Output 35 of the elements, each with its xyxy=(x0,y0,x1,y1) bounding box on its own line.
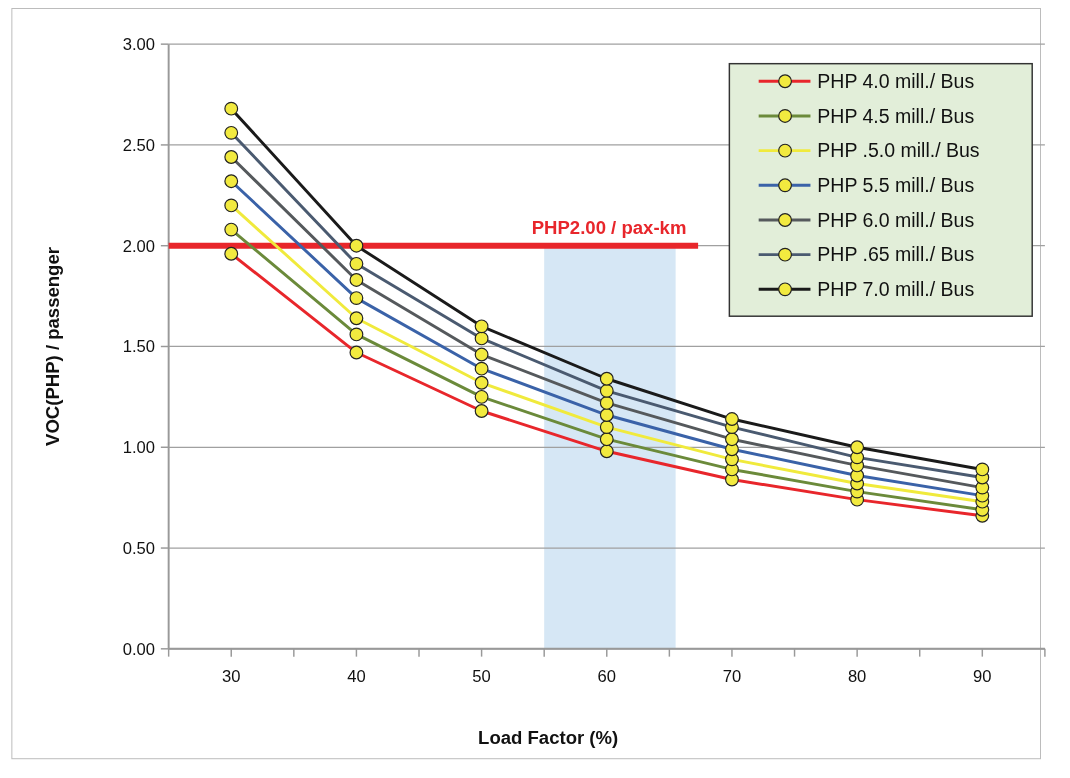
point xyxy=(850,440,865,455)
y-tick-label: 1.00 xyxy=(122,438,155,458)
point xyxy=(224,198,239,213)
y-tick-label: 3.00 xyxy=(122,34,155,54)
point xyxy=(349,238,364,253)
legend-label: PHP 4.0 mill./ Bus xyxy=(817,70,975,93)
x-tick-label: 90 xyxy=(973,667,992,687)
point xyxy=(224,101,239,116)
y-tick-label: 0.00 xyxy=(122,639,155,659)
x-tick-label: 80 xyxy=(847,667,867,687)
y-tick-label: 1.50 xyxy=(122,337,155,357)
legend-label: PHP 4.5 mill./ Bus xyxy=(817,104,975,127)
x-tick-label: 30 xyxy=(222,667,241,687)
legend-label: PHP 6.0 mill./ Bus xyxy=(817,208,975,231)
y-axis-title: VOC(PHP) / passenger xyxy=(42,247,64,446)
point xyxy=(725,412,739,426)
point xyxy=(975,462,990,477)
legend-label: PHP .65 mill./ Bus xyxy=(817,243,975,266)
legend-label: PHP .5.0 mill./ Bus xyxy=(817,139,980,162)
x-axis-title: Load Factor (%) xyxy=(478,726,619,748)
legend-label: PHP 7.0 mill./ Bus xyxy=(817,278,975,301)
x-tick-label: 50 xyxy=(472,667,491,687)
x-tick-label: 40 xyxy=(347,667,366,687)
y-tick-label: 2.50 xyxy=(122,135,155,155)
x-tick-label: 60 xyxy=(597,667,617,687)
point xyxy=(474,375,489,390)
point xyxy=(349,311,364,326)
x-tick-label: 70 xyxy=(722,667,742,687)
ref-line-label: PHP2.00 / pax-km xyxy=(531,216,687,238)
y-tick-label: 2.00 xyxy=(122,236,155,256)
point xyxy=(474,319,489,334)
point xyxy=(599,371,614,386)
point xyxy=(599,420,614,435)
legend-label: PHP 5.5 mill./ Bus xyxy=(817,174,975,197)
y-tick-label: 0.50 xyxy=(122,538,155,558)
